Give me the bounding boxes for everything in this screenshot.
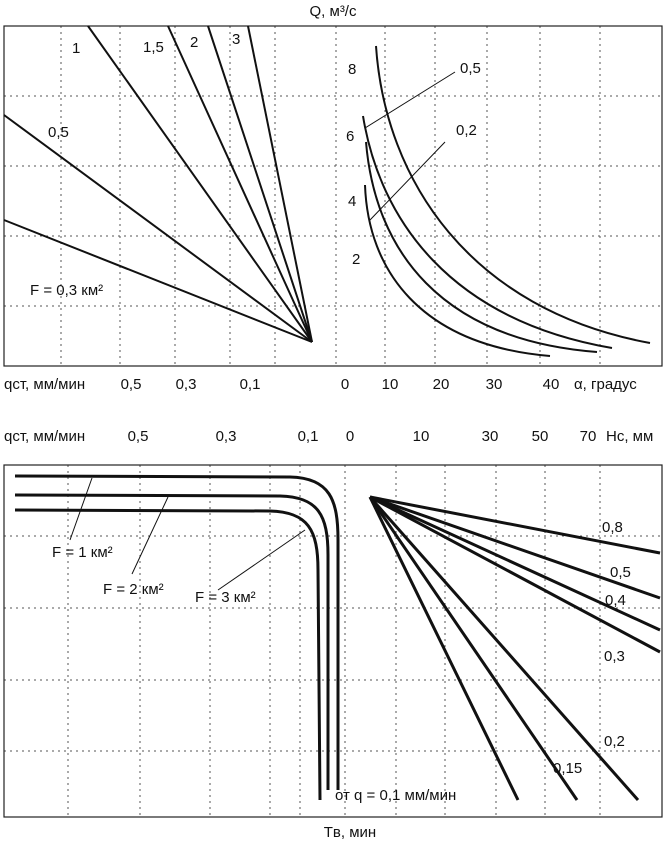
top-callout-label-02: 0,2 (456, 122, 477, 139)
top-callout-lines (364, 71, 456, 221)
top-curve-label-6: 6 (346, 128, 354, 145)
bottom-line-01 (368, 496, 520, 801)
callout-line-F1 (69, 477, 93, 541)
top-series-label-3: 3 (232, 31, 240, 48)
bottom-line-02 (368, 496, 640, 801)
top-curve-6 (362, 115, 613, 349)
top-callout-label-05: 0,5 (460, 60, 481, 77)
bottom-callout-lines (69, 477, 306, 591)
top-series-line-15 (167, 25, 313, 343)
bottom-line-label-08: 0,8 (602, 519, 623, 536)
top-left-xlabel: qст, мм/мин (4, 376, 85, 393)
bottom-left-tick-1: 0,3 (216, 428, 237, 445)
bottom-line-label-02: 0,2 (604, 733, 625, 750)
bottom-right-tick-3: 70 (580, 428, 597, 445)
top-left-tick-1: 0,3 (176, 376, 197, 393)
top-panel: Q, м³/с F = 0,3 км² 0,5 1 1,5 2 3 8 6 (3, 3, 663, 393)
bottom-frame (3, 464, 663, 818)
top-curve-4 (365, 141, 598, 353)
bottom-line-label-03: 0,3 (604, 648, 625, 665)
top-series-line-F03 (3, 219, 313, 343)
bottom-right-tick-1: 30 (482, 428, 499, 445)
top-curve-label-2: 2 (352, 251, 360, 268)
top-series-line-1 (87, 25, 313, 343)
top-curve-8 (375, 45, 651, 344)
bottom-curve-F3 (14, 508, 322, 801)
bottom-left-series (14, 474, 340, 801)
callout-line-F2 (131, 496, 169, 575)
top-curve-2 (364, 184, 551, 357)
callout-line-02 (369, 141, 446, 221)
bottom-left-tick-0: 0,5 (128, 428, 149, 445)
top-series-label-F03: F = 0,3 км² (30, 282, 103, 299)
bottom-line-03 (369, 495, 661, 654)
bottom-line-label-05: 0,5 (610, 564, 631, 581)
top-left-tick-2: 0,1 (240, 376, 261, 393)
callout-line-05 (364, 71, 456, 129)
bottom-left-xlabel: qст, мм/мин (4, 428, 85, 445)
top-curve-label-8: 8 (348, 61, 356, 78)
top-right-tick-3: 30 (486, 376, 503, 393)
bottom-line-08 (369, 495, 661, 555)
bottom-line-04 (369, 495, 661, 632)
top-curve-label-4: 4 (348, 193, 356, 210)
top-series-line-3 (247, 25, 313, 343)
top-left-series (3, 25, 313, 343)
bottom-right-series (368, 495, 661, 801)
bottom-curve-label-F2: F = 2 км² (103, 581, 164, 598)
bottom-line-015 (368, 496, 579, 801)
top-right-tick-4: 40 (543, 376, 560, 393)
bottom-right-tick-2: 50 (532, 428, 549, 445)
bottom-curve-F2 (14, 493, 330, 790)
top-right-tick-1: 10 (382, 376, 399, 393)
bottom-curve-label-F3: F = 3 км² (195, 589, 256, 606)
top-frame (3, 25, 663, 367)
bottom-note: от q = 0,1 мм/мин (335, 787, 456, 804)
top-series-line-2 (207, 25, 313, 343)
bottom-line-05 (369, 495, 661, 600)
top-series-label-2: 2 (190, 34, 198, 51)
top-right-tick-0: 0 (341, 376, 349, 393)
top-left-tick-0: 0,5 (121, 376, 142, 393)
bottom-panel: qст, мм/мин 0,5 0,3 0,1 0 10 30 50 70 Hс… (3, 428, 663, 841)
bottom-line-label-015: 0,15 (553, 760, 582, 777)
bottom-xlabel: Tв, мин (324, 824, 376, 841)
top-series-label-15: 1,5 (143, 39, 164, 56)
bottom-line-label-04: 0,4 (605, 592, 626, 609)
bottom-curve-F1 (14, 474, 340, 790)
top-series-label-05: 0,5 (48, 124, 69, 141)
bottom-right-xlabel: Hс, мм (606, 428, 653, 445)
top-series-line-05 (3, 114, 313, 343)
bottom-left-tick-2: 0,1 (298, 428, 319, 445)
top-right-xlabel: α, градус (574, 376, 637, 393)
bottom-left-tick-3: 0 (346, 428, 354, 445)
callout-line-F3 (217, 529, 306, 591)
bottom-curve-label-F1: F = 1 км² (52, 544, 113, 561)
bottom-right-tick-0: 10 (413, 428, 430, 445)
top-ylabel: Q, м³/с (310, 3, 357, 20)
top-right-tick-2: 20 (433, 376, 450, 393)
top-right-series (362, 45, 651, 357)
top-grid (4, 26, 662, 366)
top-series-label-1: 1 (72, 40, 80, 57)
